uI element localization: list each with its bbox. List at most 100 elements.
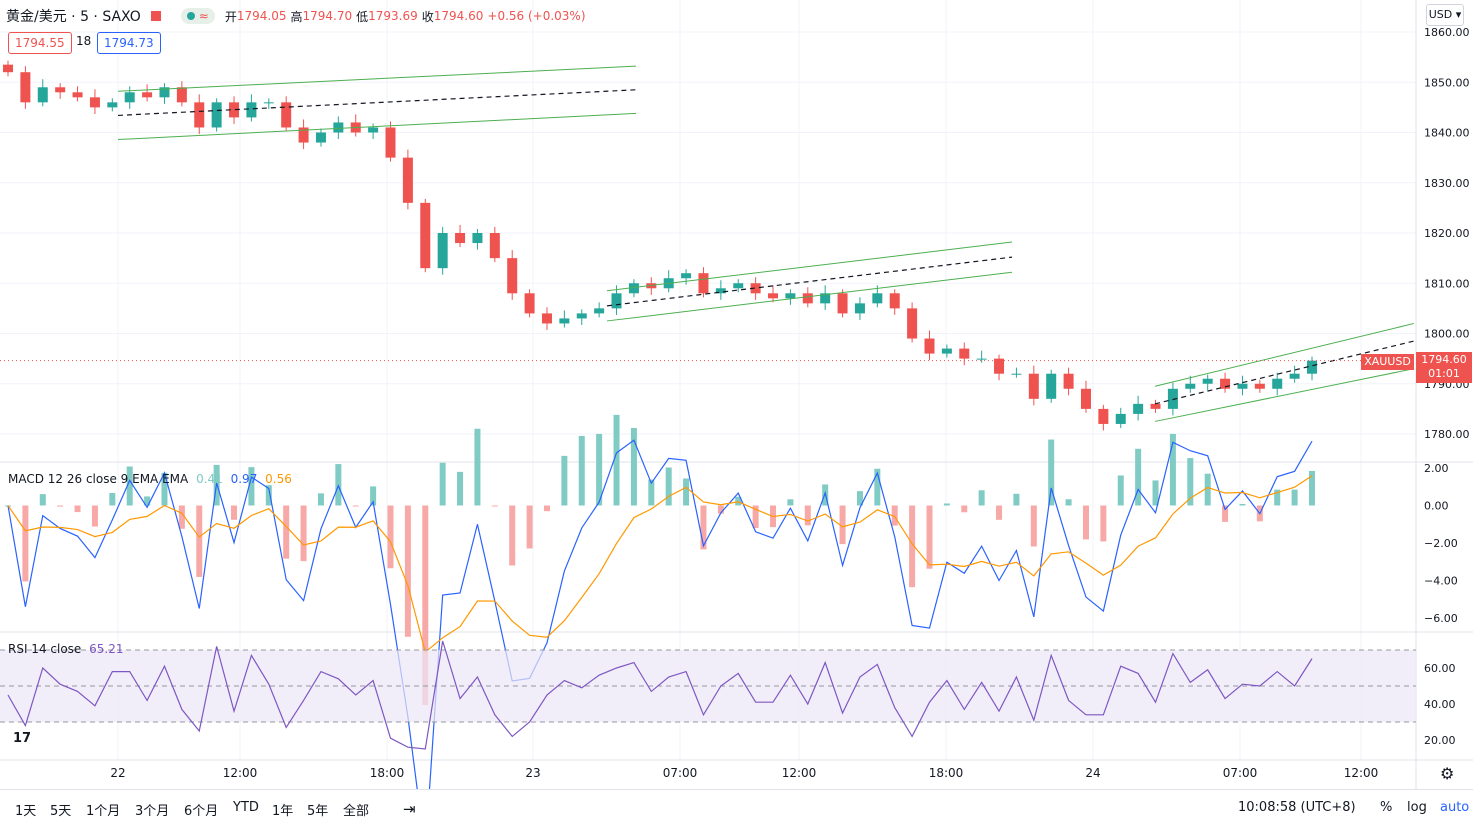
macd-legend[interactable]: MACD 12 26 close 9 EMA EMA 0.41 0.97 0.5… xyxy=(8,472,292,486)
candle-body xyxy=(1115,413,1126,424)
macd-tick-label: 0.00 xyxy=(1424,500,1449,513)
range-ytd[interactable]: YTD xyxy=(233,800,259,815)
macd-histogram-bar xyxy=(509,505,516,566)
candle-body xyxy=(455,233,466,244)
range-3m[interactable]: 3个月 xyxy=(135,804,170,819)
macd-histogram-bar xyxy=(543,505,550,512)
range-1m[interactable]: 1个月 xyxy=(86,804,121,819)
candle-body xyxy=(959,348,970,359)
macd-histogram-bar xyxy=(630,428,637,506)
currency-select[interactable]: USD ▾ xyxy=(1426,4,1464,26)
auto-scale-button[interactable]: auto xyxy=(1440,800,1470,815)
candle-body xyxy=(785,293,796,299)
macd-histogram-bar xyxy=(1187,458,1194,506)
macd-histogram-bar xyxy=(1100,505,1107,542)
macd-histogram-bar xyxy=(613,414,620,506)
candle-body xyxy=(559,318,570,324)
macd-histogram-bar xyxy=(891,505,898,526)
range-6m[interactable]: 6个月 xyxy=(184,804,219,819)
chart-canvas[interactable]: 1860.001850.001840.001830.001820.001810.… xyxy=(0,0,1473,789)
rsi-line xyxy=(7,640,1313,750)
macd-tick-label: −2.00 xyxy=(1424,537,1458,550)
candle-body xyxy=(1150,403,1161,409)
macd-histogram-bar xyxy=(300,505,307,562)
candle-body xyxy=(1098,408,1109,424)
macd-histogram-bar xyxy=(787,499,794,506)
macd-histogram-bar xyxy=(996,505,1003,520)
macd-histogram-bar xyxy=(422,505,429,706)
market-status-pill[interactable]: ≈ xyxy=(180,8,215,24)
macd-histogram-bar xyxy=(1082,505,1089,540)
macd-histogram-bar xyxy=(874,468,881,506)
range-all[interactable]: 全部 xyxy=(343,804,370,819)
bid-price-button[interactable]: 1794.55 xyxy=(8,32,72,54)
close-value: 1794.60 xyxy=(433,9,484,23)
macd-histogram-bar xyxy=(804,505,811,526)
rsi-title: RSI 14 close xyxy=(8,642,82,656)
candle-body xyxy=(368,127,379,133)
candle-body xyxy=(541,313,552,324)
channel-1-lower xyxy=(117,112,637,141)
macd-line-value: 0.97 xyxy=(230,472,258,486)
macd-histogram-bar xyxy=(752,505,759,528)
channel-1-upper xyxy=(117,65,637,92)
ask-price-button[interactable]: 1794.73 xyxy=(97,32,161,54)
macd-histogram-bar xyxy=(196,505,203,577)
candle-body xyxy=(681,273,692,279)
range-1d[interactable]: 1天 xyxy=(15,804,37,819)
macd-histogram-bar xyxy=(926,505,933,569)
macd-histogram-bar xyxy=(74,505,81,513)
percent-scale-button[interactable]: % xyxy=(1380,800,1393,815)
symbol-price-tag: XAUUSD xyxy=(1361,354,1414,370)
open-label: 开 xyxy=(224,9,237,24)
candle-body xyxy=(229,102,240,118)
macd-histogram-bar xyxy=(596,433,603,506)
macd-histogram-bar xyxy=(161,472,168,506)
open-value: 1794.05 xyxy=(236,9,287,23)
candle-body xyxy=(89,97,100,108)
range-1y[interactable]: 1年 xyxy=(272,804,294,819)
log-scale-button[interactable]: log xyxy=(1407,800,1427,815)
time-tick-label: 07:00 xyxy=(1223,766,1258,780)
macd-histogram-bar xyxy=(1274,489,1281,506)
goto-date-icon[interactable]: ⇥ xyxy=(403,800,416,818)
range-5y[interactable]: 5年 xyxy=(307,804,329,819)
candle-body xyxy=(1063,373,1074,389)
macd-histogram-bar xyxy=(457,471,464,506)
symbol-name[interactable]: 黄金/美元 · 5 · SAXO xyxy=(6,9,141,25)
candle-body xyxy=(715,288,726,294)
low-label: 低 xyxy=(356,9,369,24)
candle-body xyxy=(107,102,118,108)
macd-histogram-bar xyxy=(22,505,29,582)
spread-value: 18 xyxy=(76,34,92,48)
time-tick-label: 24 xyxy=(1085,766,1100,780)
candle-body xyxy=(1289,373,1300,379)
gear-icon[interactable]: ⚙ xyxy=(1440,764,1455,783)
macd-tick-label: 2.00 xyxy=(1424,462,1449,475)
macd-histogram-bar xyxy=(839,505,846,545)
currency-label: USD xyxy=(1428,8,1453,21)
macd-histogram-bar xyxy=(248,467,255,506)
macd-histogram-bar xyxy=(317,493,324,506)
clock-timezone[interactable]: 10:08:58 (UTC+8) xyxy=(1238,800,1356,815)
macd-histogram-bar xyxy=(1030,505,1037,547)
candle-body xyxy=(1167,388,1178,409)
time-tick-label: 22 xyxy=(110,766,125,780)
rsi-legend[interactable]: RSI 14 close 65.21 xyxy=(8,642,124,656)
macd-histogram-bar xyxy=(578,435,585,506)
range-5d[interactable]: 5天 xyxy=(50,804,72,819)
channel-1-median xyxy=(117,89,637,117)
time-tick-label: 23 xyxy=(525,766,540,780)
tradingview-logo-icon[interactable]: 17 xyxy=(8,728,36,750)
flag-icon xyxy=(150,11,161,21)
candle-body xyxy=(246,102,257,118)
candle-body xyxy=(20,72,31,103)
candle-body xyxy=(750,283,761,294)
candle-body xyxy=(837,293,848,314)
channel-3-median xyxy=(1154,340,1415,405)
change-value: +0.56 (+0.03%) xyxy=(487,9,586,23)
candle-body xyxy=(1307,360,1317,374)
candle-body xyxy=(1220,378,1231,389)
bottom-toolbar: 1天 5天 1个月 3个月 6个月 YTD 1年 5年 全部 ⇥ 10:08:5… xyxy=(0,789,1473,829)
candle-body xyxy=(889,293,900,309)
